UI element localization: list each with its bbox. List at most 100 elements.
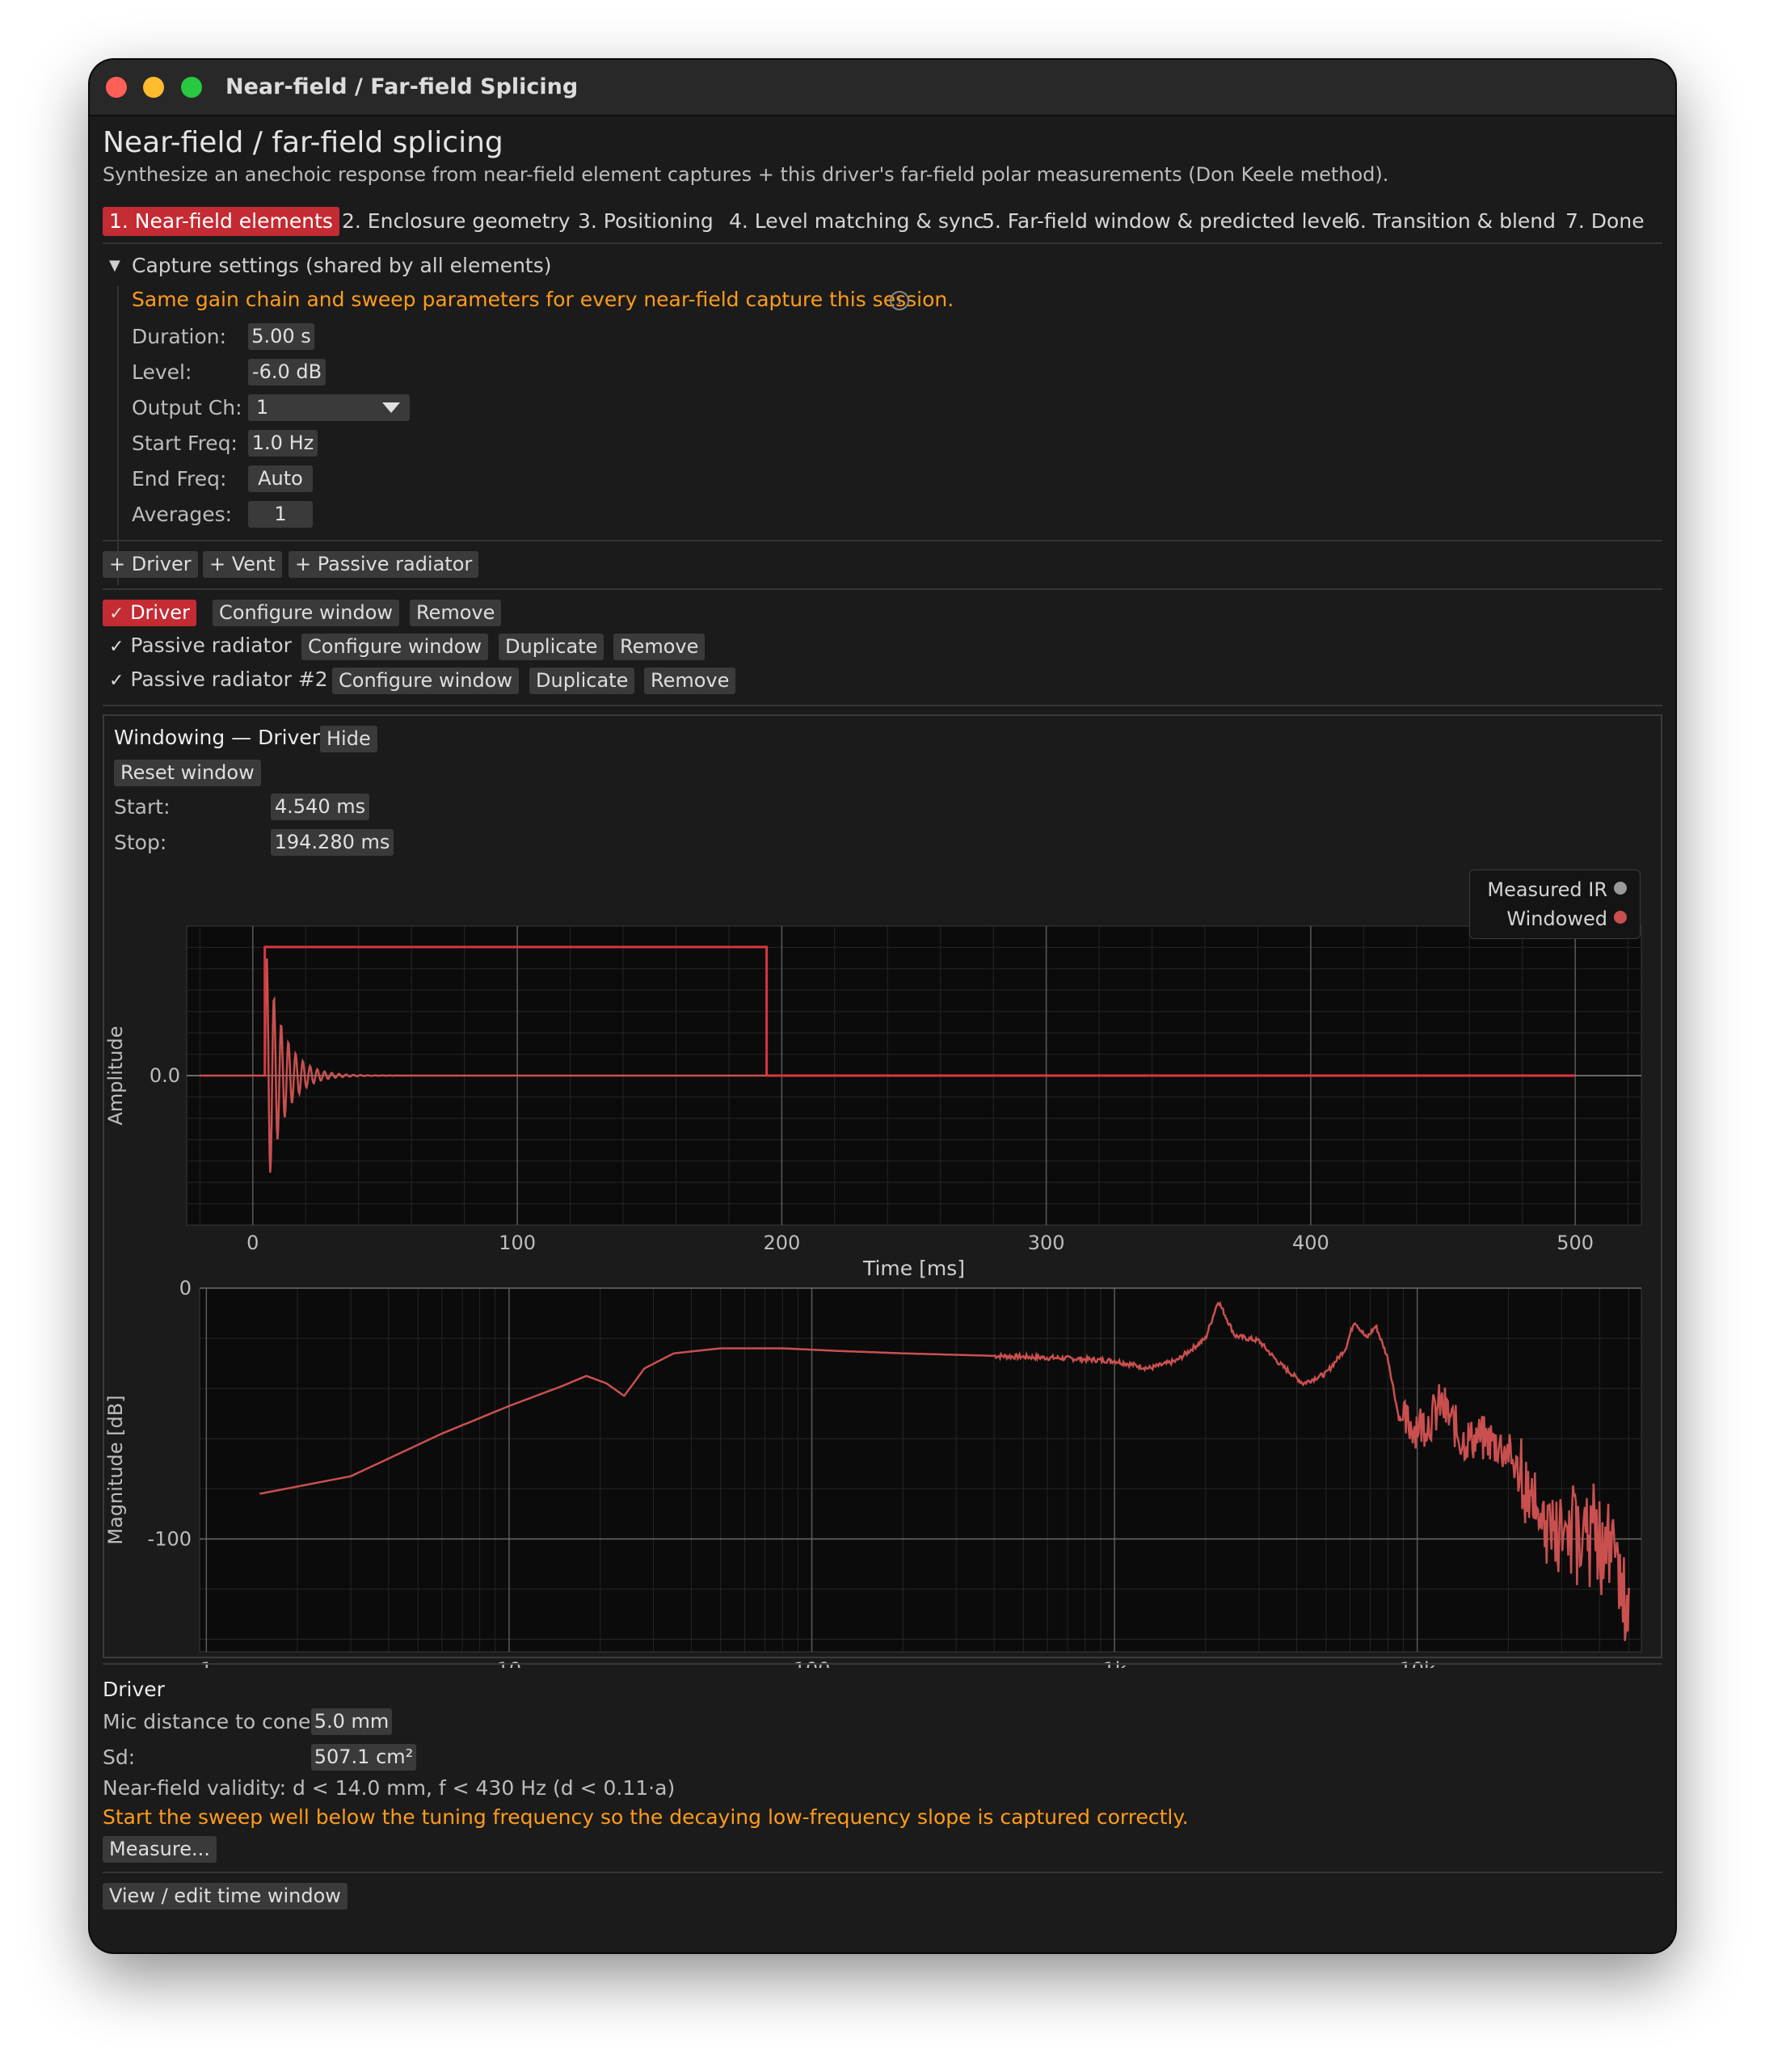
frequency-response-chart[interactable]: 1101001k10k0-100Frequency [Hz]Magnitude … bbox=[90, 1215, 1675, 1668]
minimize-window-button[interactable] bbox=[143, 77, 164, 98]
chart-legend: Measured IR Windowed bbox=[1469, 870, 1641, 939]
time-tick-label: 400 bbox=[1292, 1232, 1329, 1254]
mag-tick-label: -100 bbox=[148, 1527, 192, 1550]
tab-done[interactable]: 7. Done bbox=[1565, 209, 1645, 233]
pr1-duplicate-button[interactable]: Duplicate bbox=[499, 634, 604, 660]
sd-label: Sd: bbox=[103, 1746, 136, 1769]
tab-level-matching[interactable]: 4. Level matching & sync bbox=[729, 209, 985, 233]
hide-windowing-button[interactable]: Hide bbox=[320, 726, 377, 752]
element-driver-toggle[interactable]: ✓ Driver bbox=[103, 600, 196, 626]
windowing-panel bbox=[103, 714, 1662, 1658]
legend-measured-label: Measured IR bbox=[1487, 878, 1607, 901]
time-axis-label: Time [ms] bbox=[862, 1257, 965, 1280]
output-channel-select[interactable]: 1 bbox=[248, 394, 410, 421]
element-driver-label: Driver bbox=[130, 601, 190, 624]
add-vent-button[interactable]: + Vent bbox=[203, 551, 282, 578]
tab-enclosure-geometry[interactable]: 2. Enclosure geometry bbox=[342, 209, 571, 233]
end-freq-field[interactable]: Auto bbox=[248, 465, 313, 492]
window-title: Near-field / Far-field Splicing bbox=[225, 74, 579, 99]
window-start-label: Start: bbox=[114, 795, 171, 819]
zoom-window-button[interactable] bbox=[181, 77, 202, 98]
start-freq-field[interactable]: 1.0 Hz bbox=[248, 430, 318, 457]
window-start-field[interactable]: 4.540 ms bbox=[271, 794, 369, 820]
legend-measured-swatch bbox=[1614, 882, 1627, 895]
capture-divider bbox=[103, 540, 1662, 541]
window-shape bbox=[263, 945, 1576, 1077]
time-tick-label: 500 bbox=[1556, 1232, 1594, 1254]
element-passive-radiator-2-toggle[interactable]: ✓ Passive radiator #2 bbox=[109, 668, 328, 691]
amplitude-axis-label: Amplitude bbox=[104, 1026, 127, 1126]
check-icon: ✓ bbox=[109, 637, 124, 657]
mic-distance-label: Mic distance to cone: bbox=[103, 1710, 318, 1733]
sd-field[interactable]: 507.1 cm² bbox=[311, 1744, 416, 1771]
tab-far-field-window[interactable]: 5. Far-field window & predicted level bbox=[982, 209, 1350, 233]
tab-near-field-elements[interactable]: 1. Near-field elements bbox=[103, 207, 339, 236]
magnitude-axis-label: Magnitude [dB] bbox=[104, 1395, 127, 1544]
element-passive-radiator-2-label: Passive radiator #2 bbox=[130, 668, 328, 691]
reset-window-button[interactable]: Reset window bbox=[114, 760, 261, 786]
title-bar: Near-field / Far-field Splicing bbox=[90, 60, 1675, 116]
windowed-magnitude-trace bbox=[259, 1301, 1630, 1641]
output-channel-label: Output Ch: bbox=[132, 396, 242, 419]
sweep-warning: Start the sweep well below the tuning fr… bbox=[103, 1805, 1189, 1829]
element-passive-radiator-toggle[interactable]: ✓ Passive radiator bbox=[109, 634, 292, 657]
close-window-button[interactable] bbox=[106, 77, 127, 98]
check-icon: ✓ bbox=[109, 604, 124, 624]
output-channel-value: 1 bbox=[256, 396, 269, 419]
pr2-remove-button[interactable]: Remove bbox=[644, 668, 736, 694]
add-driver-button[interactable]: + Driver bbox=[103, 551, 198, 578]
time-tick-label: 100 bbox=[499, 1232, 536, 1254]
duration-label: Duration: bbox=[132, 325, 227, 348]
capture-note: Same gain chain and sweep parameters for… bbox=[132, 288, 954, 311]
page-subtitle: Synthesize an anechoic response from nea… bbox=[103, 163, 1389, 186]
averages-label: Averages: bbox=[132, 503, 233, 526]
view-edit-time-window-button[interactable]: View / edit time window bbox=[103, 1883, 348, 1910]
tab-positioning[interactable]: 3. Positioning bbox=[578, 209, 714, 233]
splicing-window: Near-field / Far-field Splicing Near-fie… bbox=[90, 60, 1675, 1952]
time-tick-label: 200 bbox=[763, 1232, 800, 1254]
elements-divider bbox=[103, 705, 1662, 706]
mag-tick-label: 0 bbox=[179, 1277, 192, 1299]
info-icon[interactable]: i bbox=[890, 291, 909, 310]
driver-remove-button[interactable]: Remove bbox=[410, 600, 502, 626]
freq-plot-area bbox=[199, 1287, 1642, 1653]
near-field-validity: Near-field validity: d < 14.0 mm, f < 43… bbox=[103, 1776, 676, 1800]
capture-indent-guide bbox=[117, 286, 119, 585]
add-passive-radiator-button[interactable]: + Passive radiator bbox=[289, 551, 479, 578]
driver-configure-window-button[interactable]: Configure window bbox=[213, 600, 400, 626]
amp-tick-label: 0.0 bbox=[150, 1064, 180, 1087]
window-stop-field[interactable]: 194.280 ms bbox=[271, 829, 394, 856]
start-freq-label: Start Freq: bbox=[132, 432, 238, 455]
window-stop-label: Stop: bbox=[114, 831, 167, 854]
legend-windowed-swatch bbox=[1614, 911, 1627, 924]
impulse-response-chart[interactable]: 0 100 200 300 400 500 0.0 Time [ms] Amplitude bbox=[90, 860, 1675, 1280]
windowing-title: Windowing — Driver bbox=[114, 726, 321, 749]
collapse-triangle-icon[interactable]: ▼ bbox=[109, 257, 120, 274]
driver-section-title: Driver bbox=[103, 1678, 165, 1701]
tab-transition-blend[interactable]: 6. Transition & blend bbox=[1347, 209, 1556, 233]
add-divider bbox=[103, 588, 1662, 590]
page-title: Near-field / far-field splicing bbox=[103, 126, 503, 159]
windowed-ir-trace bbox=[200, 958, 1576, 1173]
measure-divider bbox=[103, 1872, 1662, 1873]
duration-field[interactable]: 5.00 s bbox=[248, 323, 314, 350]
pr1-remove-button[interactable]: Remove bbox=[613, 634, 706, 660]
level-field[interactable]: -6.0 dB bbox=[248, 359, 326, 385]
end-freq-label: End Freq: bbox=[132, 467, 227, 491]
averages-field[interactable]: 1 bbox=[248, 501, 313, 528]
pr2-duplicate-button[interactable]: Duplicate bbox=[529, 668, 635, 694]
time-tick-label: 300 bbox=[1028, 1232, 1065, 1254]
capture-settings-header[interactable]: Capture settings (shared by all elements… bbox=[132, 254, 552, 277]
panel-divider bbox=[103, 1663, 1662, 1665]
pr1-configure-window-button[interactable]: Configure window bbox=[301, 634, 489, 660]
mic-distance-field[interactable]: 5.0 mm bbox=[311, 1708, 392, 1735]
time-tick-label: 0 bbox=[246, 1232, 259, 1254]
pr2-configure-window-button[interactable]: Configure window bbox=[332, 668, 520, 694]
element-passive-radiator-label: Passive radiator bbox=[130, 634, 292, 657]
chevron-down-icon bbox=[382, 402, 400, 413]
legend-windowed-label: Windowed bbox=[1506, 908, 1607, 930]
measure-button[interactable]: Measure... bbox=[103, 1836, 217, 1863]
tabs-divider bbox=[103, 242, 1662, 244]
check-icon: ✓ bbox=[109, 671, 124, 691]
level-label: Level: bbox=[132, 360, 192, 384]
